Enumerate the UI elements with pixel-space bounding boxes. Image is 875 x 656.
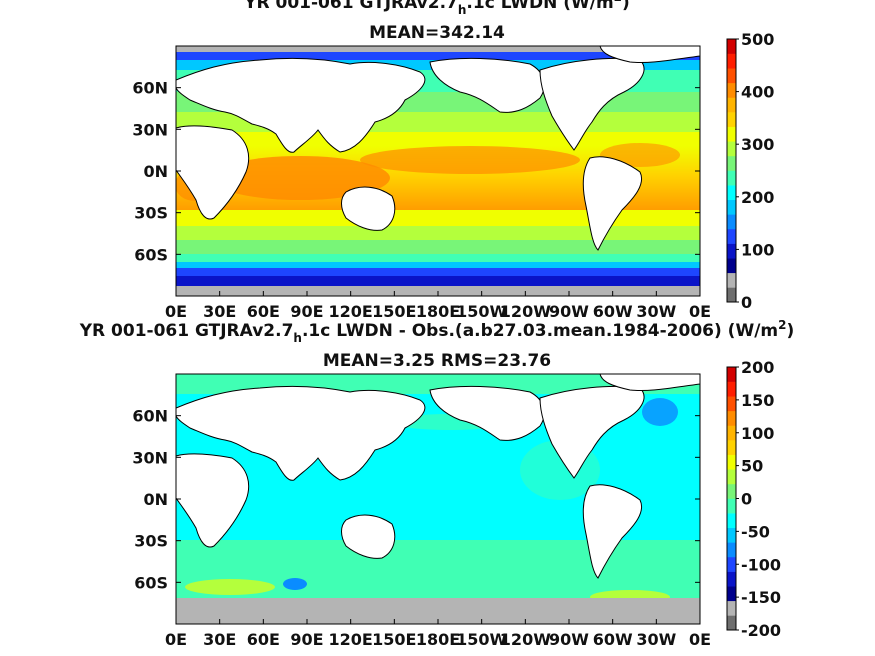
lwdn-map-panel: YR 001-061 GTJRAv2.7h.1c LWDN (W/m2) MEA… bbox=[132, 0, 774, 321]
lwdn-x-tick-label: 0E bbox=[689, 302, 711, 321]
lwdn-diff-colorbar-swatch bbox=[727, 513, 736, 529]
lwdn-diff-colorbar-swatch bbox=[727, 440, 736, 455]
lwdn-diff-x-tick-label: 120E bbox=[329, 630, 373, 649]
lwdn-diff-x-tick-label: 90W bbox=[549, 630, 589, 649]
lwdn-diff-x-tick-label: 60W bbox=[593, 630, 633, 649]
lwdn-field bbox=[176, 46, 700, 296]
lwdn-diff-map-panel: YR 001-061 GTJRAv2.7h.1c LWDN - Obs.(a.b… bbox=[79, 318, 795, 649]
lwdn-diff-colorbar-swatch bbox=[727, 410, 736, 426]
lwdn-y-tick-label: 60N bbox=[132, 79, 168, 98]
lwdn-diff-colorbar-tick-label: 0 bbox=[741, 490, 752, 509]
lwdn-diff-y-tick-label: 30S bbox=[134, 532, 168, 551]
lwdn-diff-colorbar-swatch bbox=[727, 600, 736, 616]
lwdn-colorbar-swatch bbox=[727, 112, 736, 127]
lwdn-mean-subtitle: MEAN=342.14 bbox=[369, 23, 505, 43]
lwdn-diff-colorbar-tick-label: 150 bbox=[741, 391, 774, 410]
lwdn-diff-field bbox=[176, 374, 700, 624]
lwdn-diff-colorbar-swatch bbox=[727, 381, 736, 397]
lwdn-colorbar-swatch bbox=[727, 272, 736, 288]
lwdn-x-tick-label: 60W bbox=[593, 302, 633, 321]
lwdn-diff-colorbar-tick-label: -200 bbox=[741, 621, 781, 640]
lwdn-x-tick-label: 150W bbox=[456, 302, 507, 321]
lwdn-x-tick-label: 0E bbox=[165, 302, 187, 321]
lwdn-colorbar-swatch bbox=[727, 170, 736, 186]
lwdn-diff-colorbar-swatch bbox=[727, 527, 736, 543]
lwdn-colorbar-tick-label: 300 bbox=[741, 135, 774, 154]
lwdn-diff-colorbar-swatch bbox=[727, 542, 736, 558]
lwdn-diff-x-tick-label: 30E bbox=[203, 630, 236, 649]
lwdn-diff-colorbar-swatch bbox=[727, 615, 736, 631]
lwdn-colorbar-swatch bbox=[727, 68, 736, 84]
lwdn-y-tick-label: 30S bbox=[134, 204, 168, 223]
lwdn-colorbar-swatch bbox=[727, 199, 736, 215]
lwdn-x-tick-label: 150E bbox=[372, 302, 416, 321]
lwdn-colorbar-tick-label: 0 bbox=[741, 293, 752, 312]
lwdn-colorbar-swatch bbox=[727, 141, 736, 157]
lwdn-diff-colorbar-swatch bbox=[727, 483, 736, 499]
lwdn-x-tick-label: 30W bbox=[636, 302, 676, 321]
lwdn-diff-colorbar-tick-label: 100 bbox=[741, 424, 774, 443]
lwdn-title: YR 001-061 GTJRAv2.7h.1c LWDN (W/m2) bbox=[243, 0, 630, 17]
lwdn-y-tick-label: 30N bbox=[132, 120, 168, 139]
lwdn-colorbar-swatch bbox=[727, 39, 736, 54]
lwdn-diff-colorbar-tick-label: -150 bbox=[741, 588, 781, 607]
lwdn-diff-colorbar-swatch bbox=[727, 367, 736, 382]
lwdn-x-tick-label: 180E bbox=[416, 302, 460, 321]
lwdn-diff-x-tick-label: 120W bbox=[500, 630, 551, 649]
lwdn-x-tick-label: 90W bbox=[549, 302, 589, 321]
lwdn-colorbar-tick-label: 400 bbox=[741, 83, 774, 102]
lwdn-diff-x-tick-label: 0E bbox=[165, 630, 187, 649]
lwdn-colorbar-swatch bbox=[727, 53, 736, 69]
lwdn-diff-colorbar-swatch bbox=[727, 425, 736, 441]
lwdn-diff-mean-rms-subtitle: MEAN=3.25 RMS=23.76 bbox=[323, 351, 551, 371]
lwdn-diff-colorbar-swatch bbox=[727, 556, 736, 572]
lwdn-x-tick-label: 60E bbox=[247, 302, 280, 321]
lwdn-diff-x-tick-label: 30W bbox=[636, 630, 676, 649]
lwdn-colorbar-swatch bbox=[727, 243, 736, 259]
lwdn-diff-colorbar-swatch bbox=[727, 498, 736, 514]
lwdn-diff-y-tick-label: 60S bbox=[134, 573, 168, 592]
lwdn-diff-colorbar-tick-label: -50 bbox=[741, 522, 770, 541]
lwdn-diff-colorbar-tick-label: 50 bbox=[741, 457, 763, 476]
lwdn-diff-colorbar-tick-label: 200 bbox=[741, 358, 774, 377]
lwdn-x-tick-label: 90E bbox=[290, 302, 323, 321]
lwdn-diff-colorbar-swatch bbox=[727, 586, 736, 602]
lwdn-colorbar-tick-label: 200 bbox=[741, 188, 774, 207]
lwdn-colorbar-swatch bbox=[727, 97, 736, 113]
lwdn-diff-x-tick-label: 150E bbox=[372, 630, 416, 649]
lwdn-x-tick-label: 120E bbox=[329, 302, 373, 321]
lwdn-diff-x-tick-label: 0E bbox=[689, 630, 711, 649]
lwdn-diff-y-tick-label: 60N bbox=[132, 407, 168, 426]
lwdn-diff-x-tick-label: 60E bbox=[247, 630, 280, 649]
lwdn-y-tick-label: 60S bbox=[134, 245, 168, 264]
lwdn-colorbar-swatch bbox=[727, 126, 736, 142]
lwdn-colorbar-swatch bbox=[727, 82, 736, 98]
lwdn-diff-y-tick-label: 0N bbox=[143, 490, 168, 509]
lwdn-colorbar-swatch bbox=[727, 258, 736, 274]
lwdn-diff-x-tick-label: 180E bbox=[416, 630, 460, 649]
lwdn-x-tick-label: 30E bbox=[203, 302, 236, 321]
lwdn-colorbar-swatch bbox=[727, 228, 736, 244]
lwdn-diff-x-tick-label: 150W bbox=[456, 630, 507, 649]
lwdn-x-tick-label: 120W bbox=[500, 302, 551, 321]
lwdn-colorbar-swatch bbox=[727, 155, 736, 171]
lwdn-colorbar-swatch bbox=[727, 214, 736, 230]
lwdn-diff-x-tick-label: 90E bbox=[290, 630, 323, 649]
lwdn-colorbar-tick-label: 500 bbox=[741, 30, 774, 49]
lwdn-diff-title: YR 001-061 GTJRAv2.7h.1c LWDN - Obs.(a.b… bbox=[79, 318, 795, 345]
lwdn-diff-colorbar-swatch bbox=[727, 469, 736, 485]
lwdn-diff-y-tick-label: 30N bbox=[132, 448, 168, 467]
lwdn-colorbar-frame bbox=[726, 38, 737, 303]
lwdn-y-tick-label: 0N bbox=[143, 162, 168, 181]
lwdn-diff-colorbar-swatch bbox=[727, 571, 736, 587]
lwdn-diff-colorbar-swatch bbox=[727, 396, 736, 412]
lwdn-colorbar-tick-label: 100 bbox=[741, 240, 774, 259]
lwdn-diff-colorbar-swatch bbox=[727, 454, 736, 470]
lwdn-diff-colorbar-tick-label: -100 bbox=[741, 555, 781, 574]
lwdn-colorbar-swatch bbox=[727, 287, 736, 303]
lwdn-colorbar-swatch bbox=[727, 185, 736, 201]
